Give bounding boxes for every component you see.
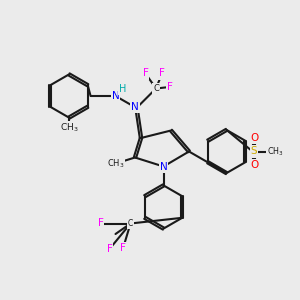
Text: S: S: [251, 146, 257, 157]
Text: F: F: [98, 218, 103, 229]
Text: F: F: [159, 68, 165, 79]
Text: O: O: [250, 160, 258, 170]
Text: F: F: [142, 68, 148, 79]
Text: F: F: [167, 82, 172, 92]
Text: N: N: [160, 161, 167, 172]
Text: C: C: [153, 84, 159, 93]
Text: F: F: [120, 243, 126, 254]
Text: F: F: [106, 244, 112, 254]
Text: C: C: [128, 219, 133, 228]
Text: H: H: [119, 84, 127, 94]
Text: O: O: [250, 133, 258, 143]
Text: CH$_3$: CH$_3$: [107, 157, 124, 170]
Text: N: N: [131, 101, 139, 112]
Text: CH$_3$: CH$_3$: [267, 145, 284, 158]
Text: N: N: [112, 91, 119, 101]
Text: CH$_3$: CH$_3$: [60, 122, 78, 134]
